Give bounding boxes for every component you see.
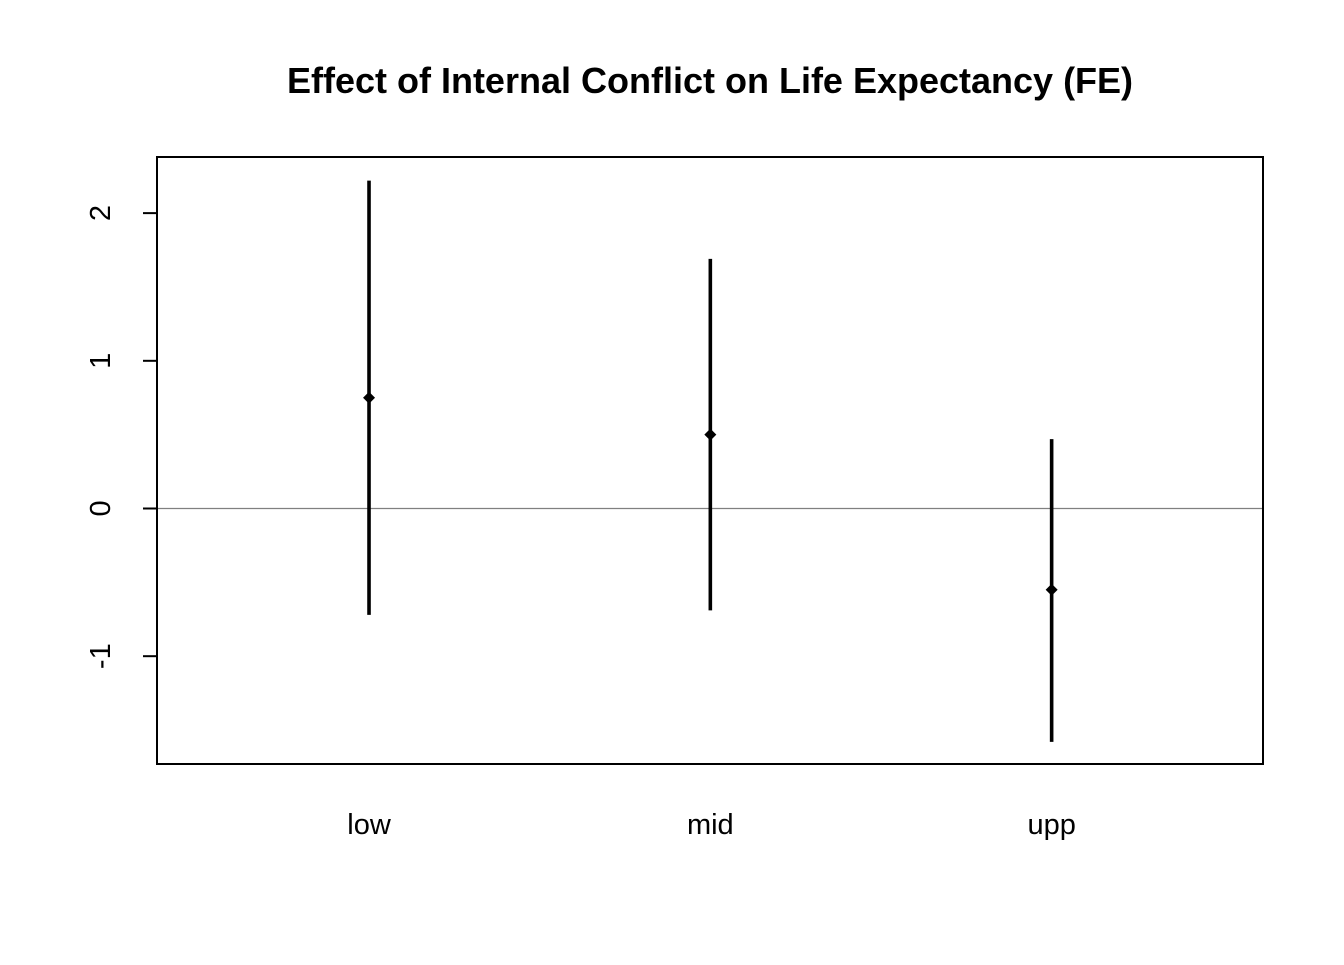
x-tick-label-low: low <box>347 809 392 841</box>
point-estimate-mid <box>704 428 717 441</box>
plot-area: -1 0 1 2 low mid upp <box>85 156 1264 841</box>
point-estimate-upp <box>1045 583 1058 596</box>
y-tick-label: 2 <box>85 205 117 221</box>
point-estimate-low <box>363 391 376 404</box>
x-tick-label-upp: upp <box>1027 809 1075 841</box>
plot-frame <box>156 156 1264 765</box>
chart-title: Effect of Internal Conflict on Life Expe… <box>287 60 1133 101</box>
y-tick-label: 1 <box>85 353 117 369</box>
y-tick-label: 0 <box>85 500 117 516</box>
y-tick-label: -1 <box>85 643 117 669</box>
x-tick-label-mid: mid <box>687 809 734 841</box>
